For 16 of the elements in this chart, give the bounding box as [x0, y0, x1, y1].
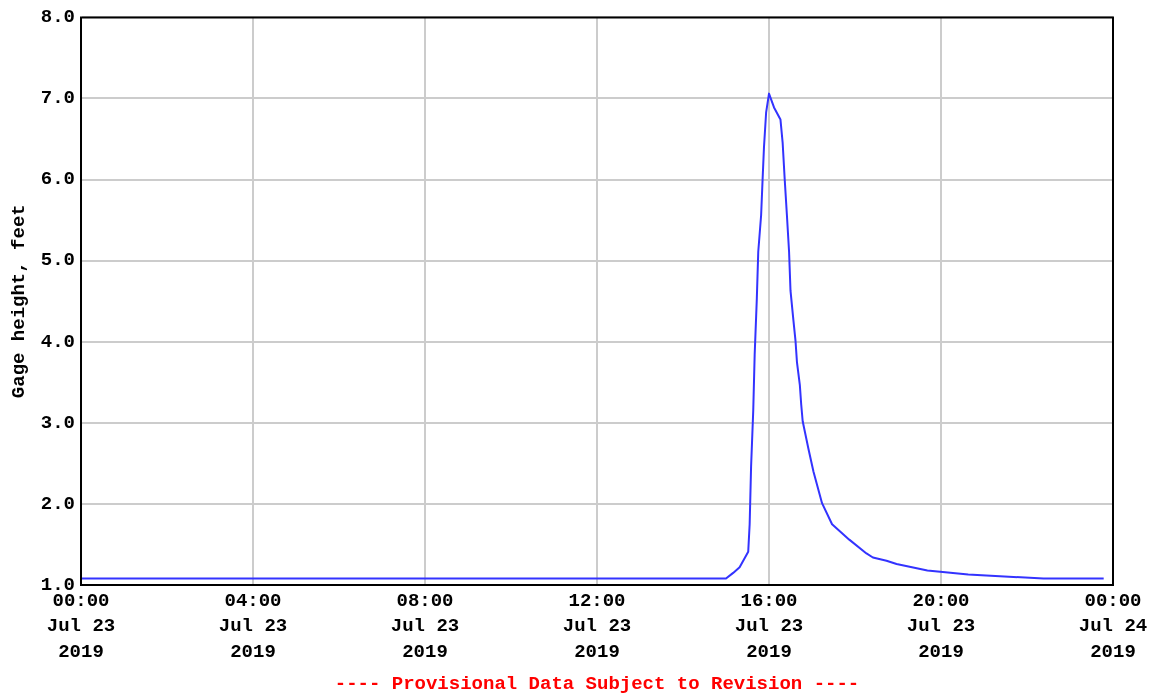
x-tick-label: 20:00 Jul 23 2019	[906, 589, 976, 663]
y-tick-label: 5.0	[40, 249, 76, 272]
x-tick-label: 16:00 Jul 23 2019	[734, 589, 804, 663]
y-tick-label: 4.0	[40, 330, 76, 353]
x-tick-label: 12:00 Jul 23 2019	[562, 589, 632, 663]
x-tick-label: 00:00 Jul 24 2019	[1078, 589, 1148, 663]
y-axis-title: Gage height, feet	[8, 204, 31, 399]
x-tick-label: 00:00 Jul 23 2019	[46, 589, 116, 663]
y-tick-label: 7.0	[40, 87, 76, 110]
y-tick-label: 2.0	[40, 492, 76, 515]
y-tick-label: 6.0	[40, 168, 76, 191]
y-tick-label: 8.0	[40, 6, 76, 29]
x-tick-label: 08:00 Jul 23 2019	[390, 589, 460, 663]
text: ---- Provisional Data Subject to Revision ----	[334, 672, 860, 695]
x-tick-label: 04:00 Jul 23 2019	[218, 589, 288, 663]
y-tick-label: 3.0	[40, 411, 76, 434]
